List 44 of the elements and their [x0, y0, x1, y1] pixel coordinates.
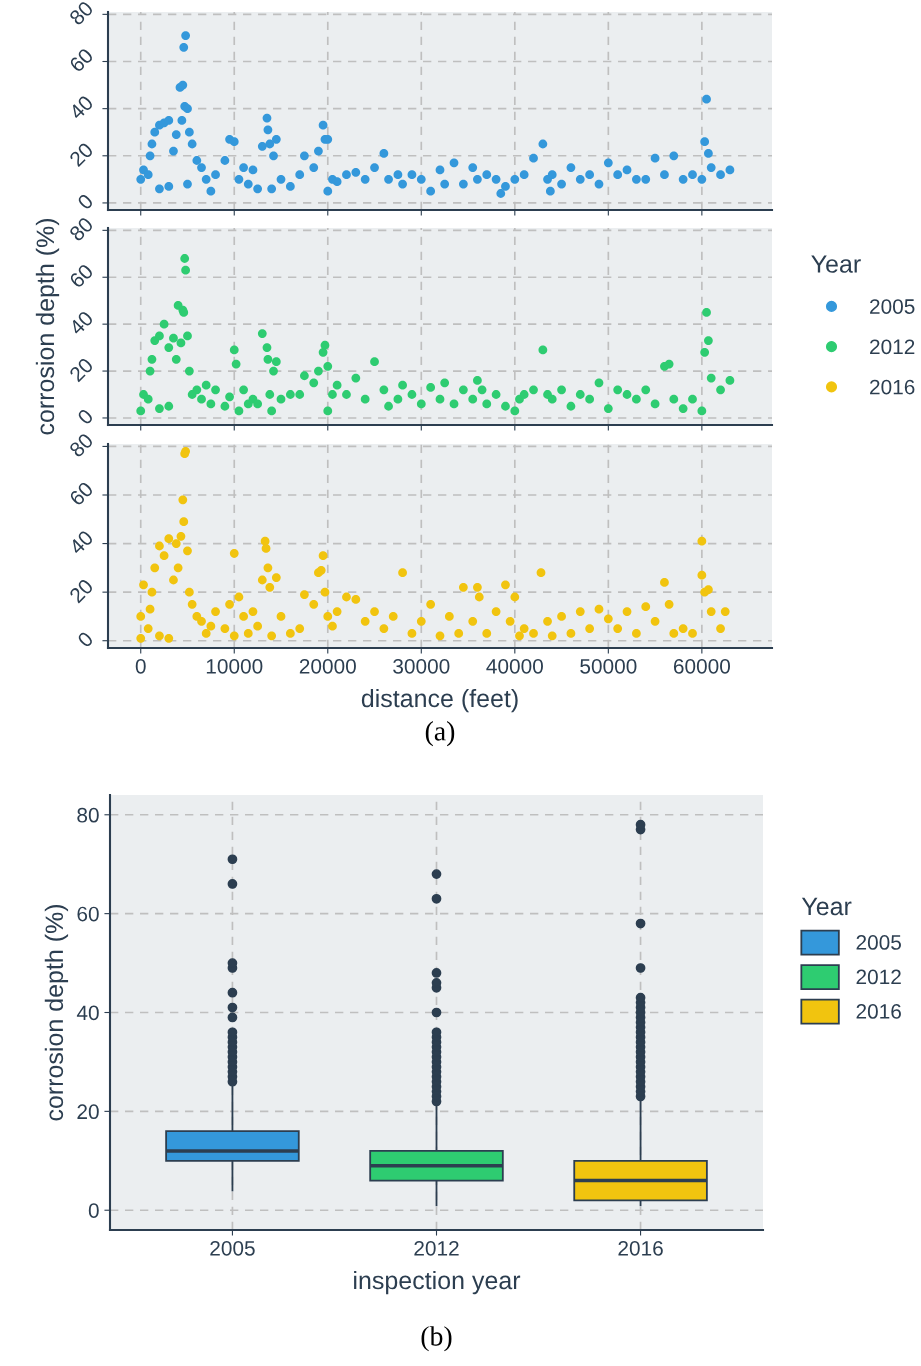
y-tick-label: 40: [76, 1005, 99, 1021]
y-axis-title: corrosion depth (%): [44, 904, 69, 1121]
y-tick-label: 60: [77, 906, 99, 922]
x-tick-label: 50000: [580, 658, 637, 674]
y-tick-label: 40: [68, 94, 95, 121]
y-tick-label: 60: [68, 480, 95, 507]
y-tick-label: 80: [68, 216, 95, 242]
x-tick-label: 2005: [210, 1240, 255, 1256]
y-tick-label: 0: [76, 407, 95, 426]
x-tick-label: 20000: [299, 658, 356, 674]
x-tick-label: 60000: [673, 658, 731, 674]
x-axis-title: distance (feet): [361, 688, 518, 713]
x-tick-label: 10000: [206, 658, 263, 674]
y-axis-title: corrosion depth (%): [35, 218, 60, 435]
x-tick-label: 30000: [393, 658, 450, 674]
x-tick-label: 2012: [414, 1240, 459, 1256]
legend-title: Year: [811, 255, 861, 273]
y-tick-label: 20: [68, 141, 95, 168]
legend-label: 2016: [870, 379, 915, 395]
text: (b): [421, 1326, 452, 1352]
y-tick-label: 20: [77, 1104, 99, 1120]
legend-label: 2005: [856, 935, 901, 950]
text: (a): [425, 721, 455, 747]
y-tick-label: 60: [68, 47, 95, 73]
y-tick-label: 40: [68, 529, 95, 556]
x-tick-label: 40000: [486, 658, 543, 674]
y-tick-label: 60: [68, 263, 95, 289]
y-tick-label: 80: [68, 0, 95, 26]
legend-label: 2005: [870, 299, 915, 314]
y-tick-label: 20: [68, 578, 95, 604]
x-tick-label: 2016: [618, 1240, 663, 1256]
x-axis-title: inspection year: [354, 1270, 521, 1295]
y-tick-label: 0: [76, 630, 95, 649]
y-tick-label: 0: [88, 1203, 99, 1218]
y-tick-label: 20: [68, 356, 95, 383]
y-tick-label: 0: [76, 192, 95, 211]
legend-label: 2012: [856, 969, 901, 985]
y-tick-label: 80: [68, 432, 95, 458]
y-tick-label: 40: [68, 310, 95, 336]
legend-label: 2016: [856, 1004, 901, 1019]
y-tick-label: 80: [77, 807, 99, 823]
legend-title: Year: [801, 897, 852, 916]
x-tick-label: 0: [135, 658, 146, 674]
legend-label: 2012: [870, 339, 915, 355]
